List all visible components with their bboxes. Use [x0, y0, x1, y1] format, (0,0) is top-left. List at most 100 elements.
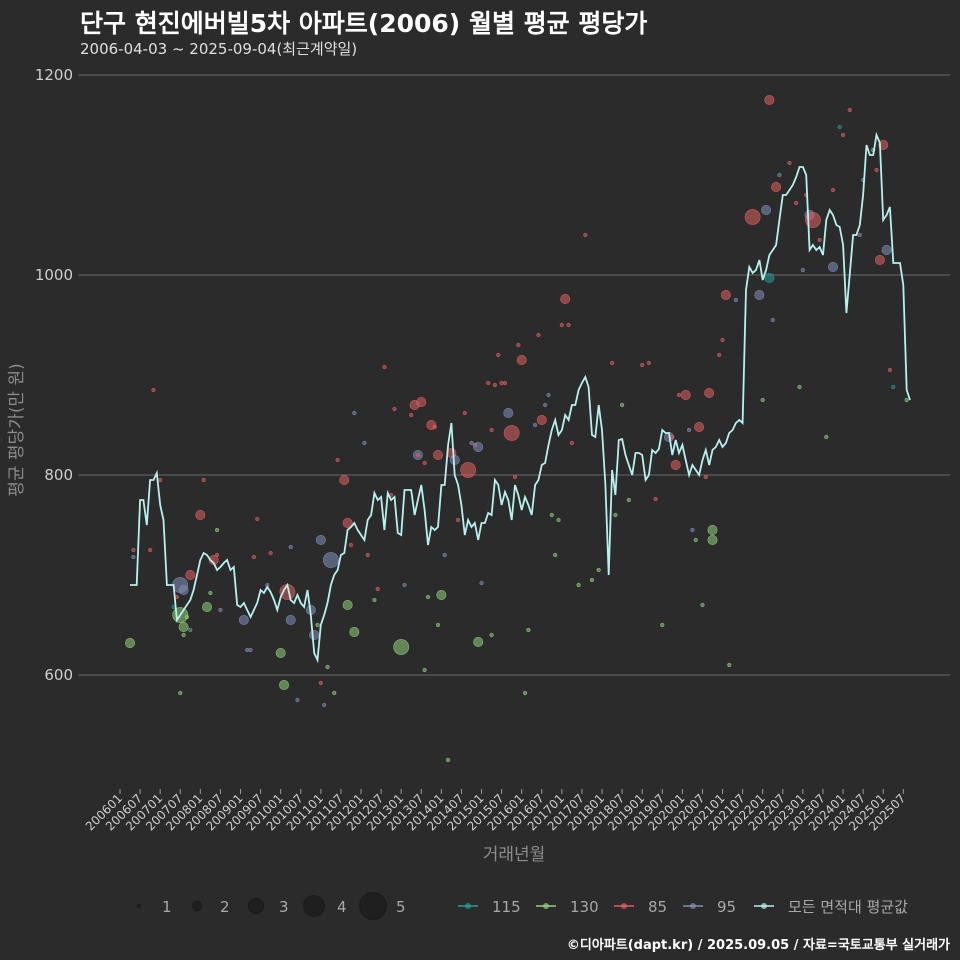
scatter-point — [503, 407, 514, 418]
scatter-point — [214, 552, 220, 558]
size-legend-dot — [191, 900, 203, 912]
scatter-point — [425, 594, 431, 600]
scatter-point — [202, 601, 213, 612]
scatter-point — [502, 380, 508, 386]
scatter-point — [704, 387, 715, 398]
scatter-point — [238, 614, 249, 625]
scatter-point — [285, 614, 296, 625]
scatter-point — [503, 425, 520, 441]
scatter-point — [392, 406, 397, 412]
average-line — [130, 131, 911, 664]
scatter-point — [761, 205, 772, 216]
scatter-point — [828, 261, 839, 272]
scatter-point — [295, 697, 300, 703]
size-legend-label: 2 — [220, 898, 230, 916]
scatter-point — [589, 577, 595, 583]
scatter-point — [188, 627, 193, 633]
scatter-point — [703, 474, 708, 480]
scatter-point — [559, 322, 564, 328]
scatter-point — [670, 434, 675, 440]
scatter-point — [445, 757, 451, 763]
scatter-point — [486, 380, 491, 386]
scatter-point — [489, 632, 494, 638]
color-legend-label: 95 — [717, 898, 736, 916]
scatter-point — [460, 462, 477, 478]
scatter-point — [409, 412, 414, 418]
scatter-point — [214, 527, 220, 533]
scatter-point — [415, 452, 421, 458]
scatter-point — [887, 367, 893, 373]
scatter-point — [686, 427, 692, 433]
scatter-point — [365, 552, 370, 558]
scatter-point — [522, 690, 528, 696]
y-axis-title: 평균 평당가(만 원) — [7, 363, 27, 497]
x-axis-title: 거래년월 — [483, 845, 546, 865]
chart-subtitle: 2006-04-03 ~ 2025-09-04(최근계약일) — [80, 40, 358, 58]
scatter-point — [694, 421, 705, 432]
scatter-point — [322, 702, 327, 708]
scatter-point — [382, 364, 387, 370]
scatter-point — [693, 537, 698, 543]
scatter-point — [707, 534, 718, 545]
scatter-point — [670, 459, 681, 470]
scatter-point — [720, 289, 731, 300]
scatter-point — [532, 422, 538, 428]
color-legend-label: 모든 면적대 평균값 — [788, 898, 908, 916]
scatter-point — [309, 629, 320, 640]
scatter-point — [352, 410, 357, 416]
scatter-point — [512, 474, 518, 480]
scatter-point — [462, 410, 467, 416]
legend: 1 2 3 4 5 115 130 85 95 모든 면적대 평균값 — [136, 892, 908, 920]
scatter-point — [794, 200, 799, 206]
size-legend-label: 1 — [162, 898, 172, 916]
scatter-point — [435, 622, 441, 628]
scatter-point — [178, 584, 189, 595]
scatter-point — [546, 392, 551, 398]
color-legend-label: 115 — [492, 898, 521, 916]
scatter-point — [560, 293, 571, 304]
scatter-point — [817, 237, 822, 243]
scatter-point — [362, 440, 367, 446]
scatter-points — [125, 95, 909, 763]
scatter-point — [348, 542, 354, 548]
scatter-point — [556, 517, 561, 523]
scatter-point — [727, 662, 732, 668]
scatter-point — [248, 647, 253, 653]
scatter-point — [349, 626, 360, 637]
scatter-point — [516, 342, 521, 348]
scatter-point — [830, 187, 836, 193]
scatter-point — [342, 599, 353, 610]
scatter-point — [717, 352, 722, 358]
scatter-point — [764, 95, 775, 106]
scatter-point — [549, 512, 554, 518]
scatter-point — [536, 414, 547, 425]
scatter-point — [288, 544, 293, 550]
scatter-point — [777, 172, 782, 178]
scatter-point — [322, 552, 339, 568]
y-axis-ticks: 600 800 1000 1200 — [35, 66, 73, 684]
scatter-point — [178, 690, 183, 696]
scatter-point — [473, 441, 484, 452]
scatter-point — [646, 360, 651, 366]
scatter-point — [516, 354, 527, 365]
scatter-point — [201, 477, 206, 483]
scatter-point — [185, 569, 196, 580]
chart-title: 단구 현진에버빌5차 아파트(2006) 월별 평균 평당가 — [80, 9, 648, 38]
scatter-point — [700, 602, 705, 608]
scatter-point — [315, 534, 326, 545]
scatter-point — [543, 402, 548, 408]
scatter-point — [151, 387, 156, 393]
scatter-point — [432, 424, 437, 430]
scatter-point — [416, 396, 427, 407]
scatter-point — [492, 382, 498, 388]
scatter-point — [342, 517, 353, 528]
y-tick-label: 1200 — [35, 66, 73, 84]
y-tick-label: 800 — [44, 466, 73, 484]
scatter-point — [422, 460, 427, 466]
scatter-point — [255, 516, 260, 522]
scatter-point — [569, 440, 575, 446]
scatter-point — [489, 427, 494, 433]
color-legend-label: 130 — [570, 898, 599, 916]
scatter-point — [318, 680, 323, 686]
